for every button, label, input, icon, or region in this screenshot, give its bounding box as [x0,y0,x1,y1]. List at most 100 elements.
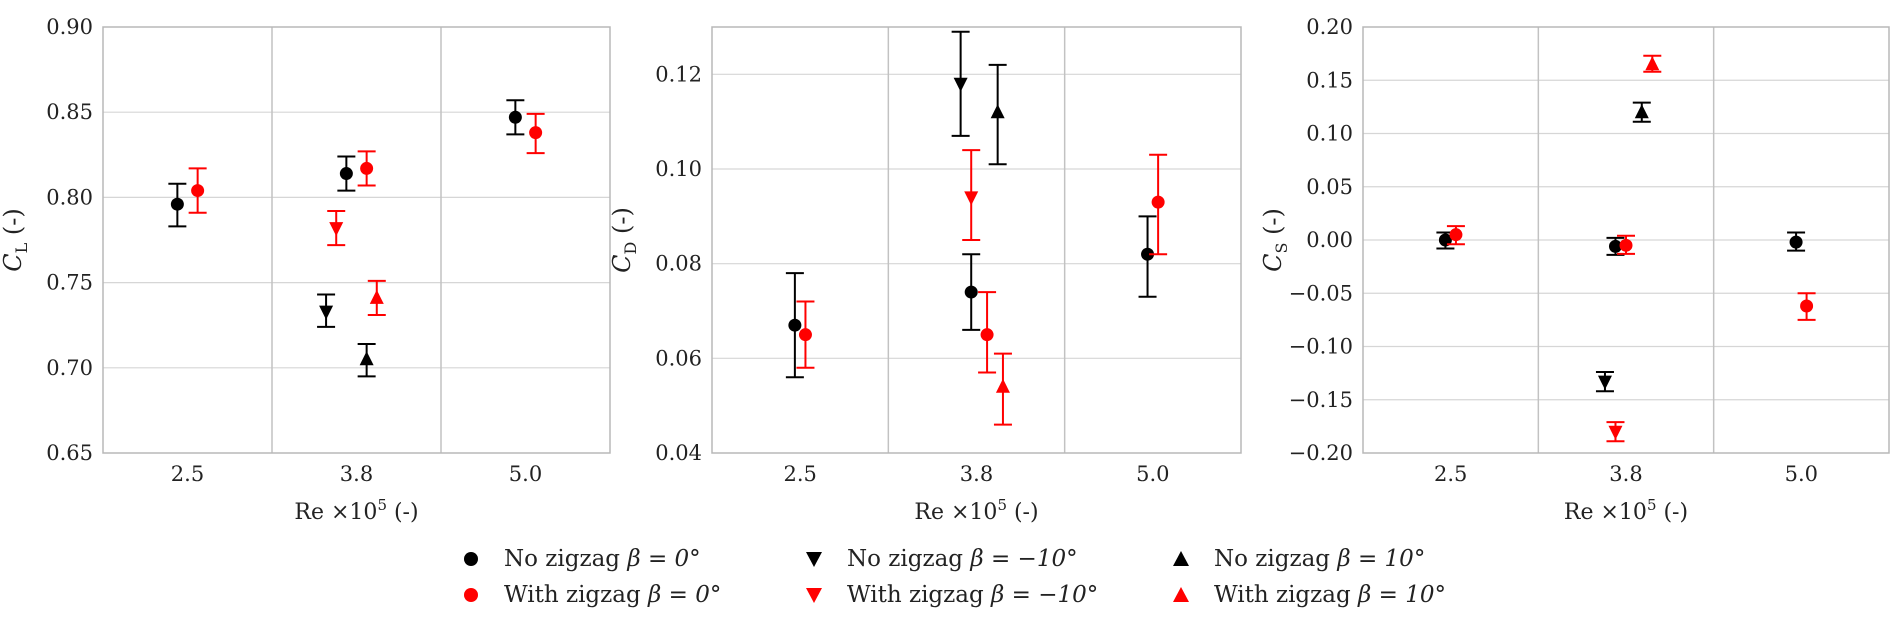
chart-panel-cs: −0.20 −0.15 −0.10 −0.05 0.00 0.05 0.10 0.15 0.20… [1259,15,1890,525]
data-point [357,342,376,378]
marker-triangle-down [329,222,344,237]
marker-circle [529,126,543,140]
marker-triangle-up [990,104,1005,119]
x-tick-label: 2.5 [171,462,204,486]
data-point [337,155,356,192]
legend-label: With zigzag β = 0° [504,582,722,608]
legend-label: With zigzag β = 10° [1214,582,1446,608]
y-tick-label: 0.85 [46,100,93,124]
y-tick-label: −0.20 [1289,441,1353,465]
plot-frame [1362,26,1890,454]
data-point [1797,292,1816,321]
marker-circle [1608,239,1622,253]
x-axis-label: Re ×105 (-) [914,496,1038,525]
marker-circle [1151,195,1165,209]
x-axis-label: Re ×105 (-) [1564,496,1688,525]
y-tick-label: 0.75 [46,271,93,295]
y-axis-label: CL (-) [0,208,31,271]
y-tick-label: 0.65 [46,441,93,465]
data-point [367,279,386,316]
chart-panel-cd: 0.04 0.06 0.08 0.10 0.12 2.5 3.8 5.0 Re ×105 (-)… [608,26,1242,525]
marker-triangle-down [953,77,968,92]
marker-triangle-up [1645,56,1660,71]
marker-circle [980,328,994,342]
legend: No zigzag β = 0° No zigzag β = −10° No z… [450,538,1550,614]
marker-circle [339,167,353,181]
y-tick-label: 0.04 [655,441,702,465]
legend-item-with-zigzag-beta-minus-10: With zigzag β = −10° [803,578,1098,612]
y-tick-label: 0.10 [1306,122,1353,146]
legend-label: With zigzag β = −10° [847,582,1099,608]
data-point [168,182,187,228]
legend-item-no-zigzag-beta-10: No zigzag β = 10° [1170,542,1425,576]
data-point [526,112,545,155]
data-point [1606,421,1625,443]
y-tick-label: 0.80 [46,185,93,209]
data-point [785,272,804,379]
data-point [962,149,981,241]
y-tick-label: 0.05 [1306,175,1353,199]
legend-item-with-zigzag-beta-0: With zigzag β = 0° [460,578,721,612]
legend-item-no-zigzag-beta-0: No zigzag β = 0° [460,542,701,576]
marker-circle [170,197,184,211]
legend-label: No zigzag β = 10° [1214,546,1426,572]
marker-triangle-up [359,351,374,366]
legend-marker-triangle-up-icon [1173,587,1189,602]
y-tick-label: −0.15 [1289,388,1353,412]
legend-label: No zigzag β = 0° [504,546,701,572]
marker-triangle-down [1597,375,1612,390]
data-point [962,253,981,331]
x-tick-label: 5.0 [1785,462,1818,486]
legend-marker-circle-icon [464,552,478,566]
y-tick-label: 0.00 [1306,228,1353,252]
data-point [988,63,1007,166]
data-point [1617,234,1635,255]
data-point [1787,231,1806,252]
data-point [1606,236,1625,256]
data-point [327,210,346,247]
legend-item-no-zigzag-beta-minus-10: No zigzag β = −10° [803,542,1078,576]
legend-item-with-zigzag-beta-10: With zigzag β = 10° [1170,578,1446,612]
x-tick-label: 5.0 [509,462,542,486]
data-point [1138,215,1157,298]
data-point [357,150,376,187]
plot-frame [711,26,1242,454]
x-tick-label: 3.8 [340,462,373,486]
data-point [1643,54,1662,73]
data-point [317,293,336,328]
y-tick-label: −0.10 [1289,335,1353,359]
marker-circle [1449,228,1463,242]
data-point [506,99,525,136]
data-point [1149,153,1168,256]
y-tick-label: −0.05 [1289,281,1353,305]
y-axis-label: CS (-) [1259,208,1291,272]
legend-marker-circle-icon [464,588,478,602]
y-tick-label: 0.90 [46,15,93,39]
x-axis-label: Re ×105 (-) [294,496,418,525]
marker-circle [360,161,374,175]
marker-circle [1619,238,1633,252]
legend-marker-triangle-down-icon [806,552,822,567]
y-tick-label: 0.08 [655,252,702,276]
plot-frame [102,26,611,454]
figure: 0.65 0.70 0.75 0.80 0.85 0.90 2.5 3.8 5.0 Re ×105… [0,15,1890,525]
data-point [993,352,1012,426]
marker-circle [1800,299,1814,313]
marker-circle [788,318,802,332]
marker-triangle-up [1634,104,1649,119]
y-tick-label: 0.15 [1306,68,1353,92]
marker-circle [1438,233,1452,247]
y-axis-label: CD (-) [608,207,640,273]
x-tick-label: 2.5 [783,462,816,486]
marker-circle [1141,247,1155,261]
marker-triangle-down [1608,425,1623,440]
marker-circle [508,110,522,124]
marker-circle [191,184,205,198]
data-point [1446,225,1465,246]
x-tick-label: 3.8 [1609,462,1642,486]
data-point [188,167,207,214]
y-tick-label: 0.70 [46,356,93,380]
marker-circle [798,328,812,342]
legend-marker-triangle-down-icon [806,588,822,603]
y-tick-label: 0.06 [655,346,702,370]
